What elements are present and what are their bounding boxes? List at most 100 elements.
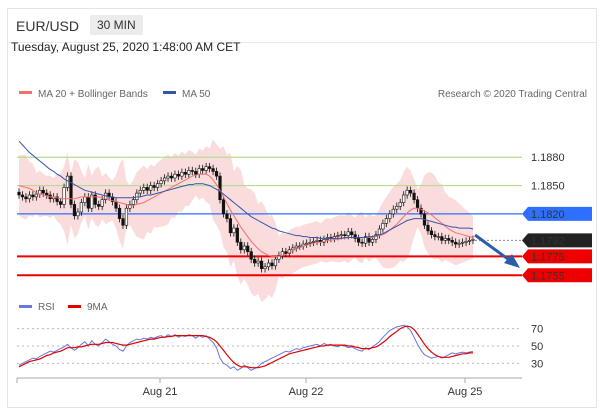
candle-body [145,187,149,191]
candle-body [221,199,226,215]
credit-label: Research © 2020 Trading Central [438,89,587,100]
candle-body [284,251,288,254]
header-bar: EUR/USD 30 MIN [8,9,596,43]
candle-body [419,207,423,215]
nine-ma-line [18,325,473,369]
candle-body [131,199,135,205]
candle-body [41,189,45,194]
candle-body [34,193,38,198]
candle-body [121,218,125,226]
candle-body [180,172,184,177]
ma50-line [18,140,474,239]
candle-body [263,266,267,269]
candle-body [308,241,312,244]
candle-body [370,239,375,243]
candle-body [128,204,132,209]
candle-body [138,189,142,194]
candle-body [381,223,385,230]
candles [17,162,475,273]
candle-body [363,236,368,244]
candle-body [391,208,395,215]
candle-body [253,258,257,264]
candle-body [100,199,104,207]
candle-body [55,196,59,202]
level-label: 1.1792 [531,235,565,247]
candle-body [228,218,233,234]
candle-body [242,245,246,251]
candle-body [311,240,316,243]
candle-body [346,231,350,236]
timeframe-badge[interactable]: 30 MIN [90,15,143,35]
candle-body [471,239,475,241]
candle-body [183,172,187,175]
candle-body [149,185,153,191]
candle-body [357,238,361,243]
x-tick-label: Aug 25 [448,386,483,398]
candle-body [315,240,319,242]
level-label: 1.1850 [531,181,565,193]
symbol-label: EUR/USD [16,18,80,34]
level-label: 1.1755 [531,270,565,282]
bollinger-band-area [19,139,473,303]
candle-body [201,168,205,171]
candle-body [93,194,97,205]
level-tag-bg [522,268,592,283]
candle-body [395,206,399,210]
x-tick-label: Aug 21 [143,386,178,398]
candle-body [384,218,388,224]
candle-body [440,236,444,241]
candle-body [377,228,382,235]
ma50-legend-swatch [163,91,176,94]
rsi-legend-swatch [19,305,32,308]
candle-body [45,192,49,196]
rsi-legend-label: RSI [38,302,55,313]
candle-body [454,241,458,245]
candle-body [388,213,392,219]
candle-body [409,189,413,194]
candle-body [266,262,271,268]
datetime-label: Tuesday, August 25, 2020 1:48:00 AM CET [11,40,241,54]
candle-body [339,234,343,236]
candle-body [415,199,420,209]
candle-body [336,235,340,237]
candle-body [426,224,430,232]
candle-body [83,196,87,203]
candle-body [69,175,73,205]
candle-body [294,245,298,249]
candle-body [72,204,77,217]
candle-body [277,255,281,260]
rsi-panel: 70 50 30 [17,324,543,371]
nine-ma-legend-swatch [68,305,81,308]
candle-body [20,194,25,198]
candle-body [27,194,31,200]
candle-body [305,242,309,245]
candle-body [450,240,454,243]
candle-body [291,247,295,251]
candle-body [273,258,278,267]
candle-body [176,173,181,177]
candle-body [398,202,402,207]
candle-body [405,189,409,196]
candle-body [259,260,264,269]
candle-body [114,201,118,209]
candle-body [194,171,198,175]
nine-ma-legend-label: 9MA [87,302,108,313]
candle-body [76,211,80,217]
candle-body [17,191,21,196]
candle-body [457,242,461,245]
candle-body [31,194,35,198]
candle-body [97,204,101,207]
candle-body [433,234,437,237]
candle-body [239,241,243,251]
candle-body [208,166,212,169]
candle-body [235,227,239,243]
forecast-arrow [474,233,520,268]
level-label: 1.1880 [531,152,565,164]
level-tag-bg [522,233,592,248]
candle-body [447,238,451,241]
level-tag-bg [522,249,592,264]
level-label: 1.1820 [531,209,565,221]
candle-body [173,173,177,179]
level-tags: 1.1880 1.1850 1.1820 1.1792 1.1775 1.1755 [522,152,592,283]
